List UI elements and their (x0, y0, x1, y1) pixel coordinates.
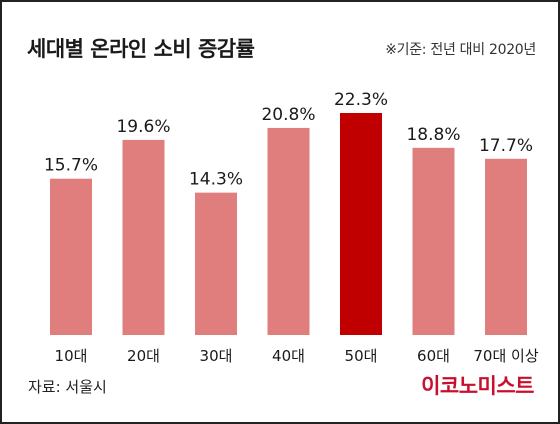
category-label: 70대 이상 (473, 347, 538, 365)
value-label: 18.8% (406, 125, 460, 145)
bar-10대 (50, 178, 92, 335)
bar-50대 (340, 113, 382, 335)
bar-60대 (412, 147, 455, 335)
baseline-note: ※기준: 전년 대비 2020년 (385, 42, 536, 58)
bar-40대 (267, 127, 310, 335)
value-label: 20.8% (261, 105, 315, 125)
category-label: 40대 (272, 347, 305, 365)
category-label: 10대 (55, 347, 88, 365)
value-label: 22.3% (334, 90, 388, 110)
chart-title: 세대별 온라인 소비 증감률 (27, 37, 255, 61)
source-label: 자료: 서울시 (28, 378, 107, 396)
category-label: 30대 (200, 347, 233, 365)
value-label: 17.7% (479, 136, 533, 156)
bar-70대 이상 (485, 158, 527, 335)
category-label: 50대 (345, 347, 378, 365)
category-label: 20대 (127, 347, 160, 365)
bar-20대 (122, 139, 165, 335)
brand-logo-text: 이코노미스트 (421, 374, 534, 398)
value-label: 14.3% (189, 170, 243, 190)
category-label: 60대 (417, 347, 450, 365)
value-label: 19.6% (116, 117, 170, 137)
bar-30대 (195, 192, 237, 335)
value-label: 15.7% (44, 156, 98, 176)
